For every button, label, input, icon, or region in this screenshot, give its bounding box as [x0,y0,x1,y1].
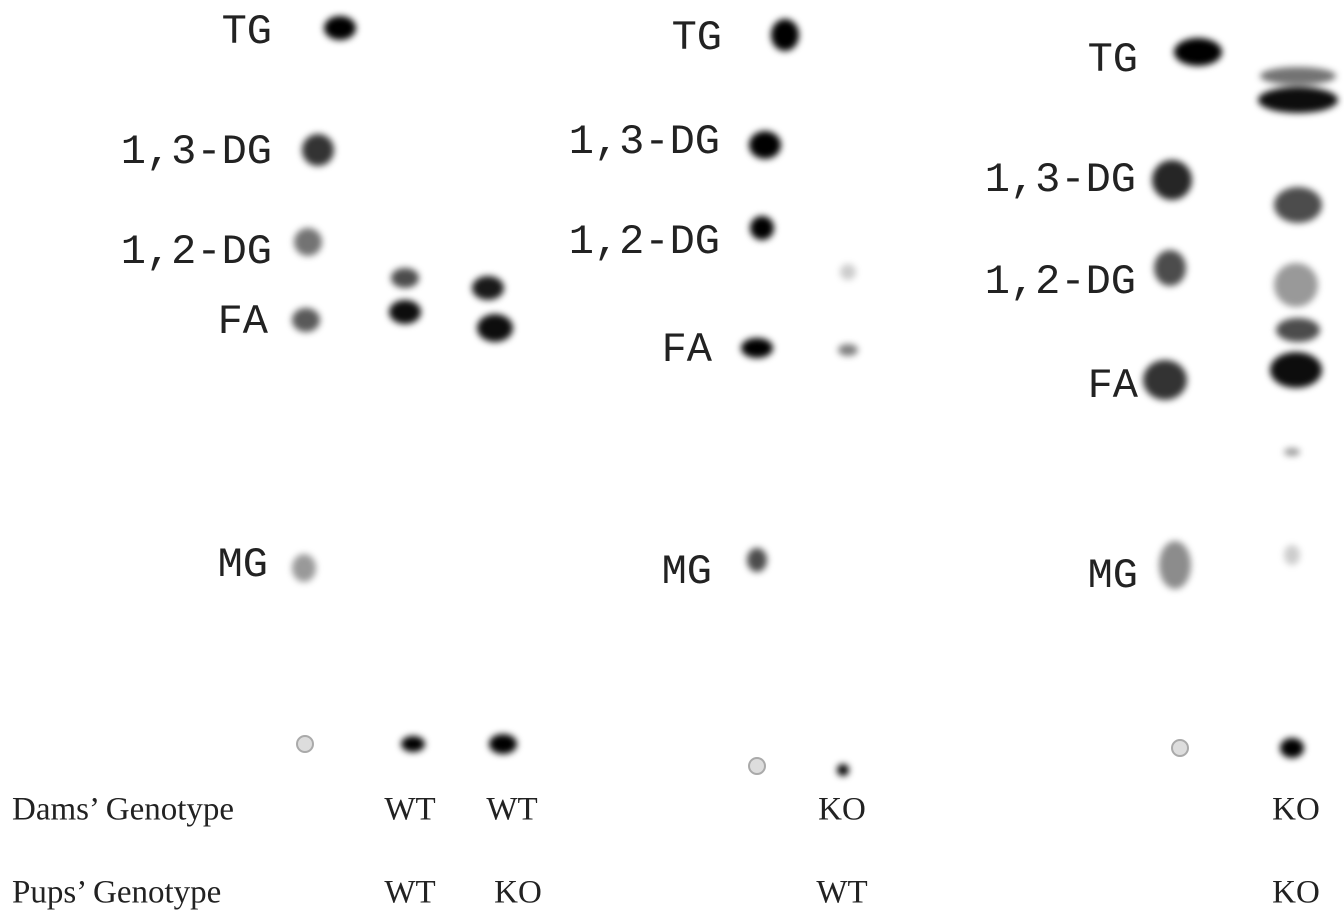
standard-label: TG [672,14,722,62]
standard-label: FA [1088,362,1139,410]
spot [477,314,513,342]
standard-label: 1,3-DG [985,156,1136,204]
spot [302,134,334,166]
tlc-plate: TG 1,3-DG 1,2-DG FA MG TG 1,3-DG 1,2-DG … [0,0,1344,916]
standard-label: MG [1088,552,1138,600]
pup-genotype: WT [384,875,435,911]
spot [389,300,421,324]
standard-label: TG [222,8,272,56]
spot [1154,250,1186,286]
dam-genotype: KO [1272,792,1320,828]
spot [840,264,856,280]
spot [1274,263,1318,307]
standard-label: TG [1088,36,1138,84]
standard-label: 1,2-DG [569,218,720,266]
pup-genotype: KO [1272,875,1320,911]
spot [1284,448,1300,456]
origin-spot [297,736,313,752]
spot [472,276,504,300]
spot [292,554,316,582]
spot [489,734,517,754]
spot [1270,352,1322,388]
spot [741,338,773,358]
spot [294,228,322,256]
spot [1174,38,1222,66]
spot [750,216,774,240]
row-label: Dams’ Genotype [12,792,234,828]
spot [749,131,781,159]
row-label: Pups’ Genotype [12,875,221,911]
spot [837,764,849,776]
spot [771,19,799,51]
standard-label: 1,2-DG [985,258,1136,306]
spot [1280,738,1304,758]
spot [324,16,356,40]
origin-spot [749,758,765,774]
spot [401,736,425,752]
standard-label: MG [218,541,268,589]
spot [1143,360,1187,400]
dam-genotype: KO [818,792,866,828]
pup-genotype: KO [494,875,542,911]
spot [1274,187,1322,223]
standard-label: 1,3-DG [121,128,272,176]
spot [747,548,767,572]
origin-spot [1172,740,1188,756]
spot [292,308,320,332]
spot [1284,545,1300,565]
spot [1258,87,1338,113]
spot [1276,318,1320,342]
spot [1260,67,1336,85]
standard-label: MG [662,548,712,596]
spot [838,344,858,356]
standard-label: FA [218,298,269,346]
standard-label: 1,3-DG [569,118,720,166]
pup-genotype: WT [816,875,867,911]
dam-genotype: WT [486,792,537,828]
dam-genotype: WT [384,792,435,828]
standard-label: FA [662,326,713,374]
spot [391,268,419,288]
spot [1159,541,1191,589]
standard-label: 1,2-DG [121,228,272,276]
spot [1152,160,1192,200]
